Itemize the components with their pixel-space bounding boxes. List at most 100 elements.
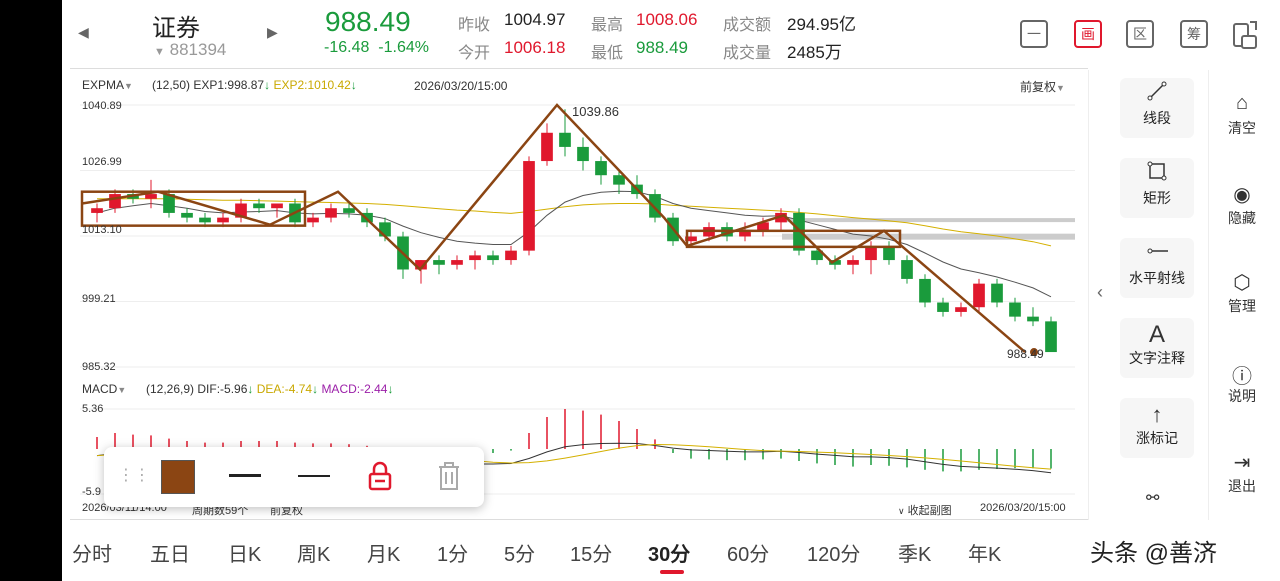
drag-handle-icon[interactable]: ⋮⋮	[118, 467, 150, 484]
drawing-style-toolbar: ⋮⋮	[104, 447, 484, 507]
tool-label: 涨标记	[1136, 430, 1178, 446]
tab-period-5min[interactable]: 5分	[504, 544, 536, 566]
candle-body	[1027, 316, 1039, 322]
candle-body	[991, 283, 1003, 303]
dropdown-icon: ▼	[154, 46, 165, 58]
change-value: -16.48	[324, 39, 370, 56]
macd-y-top: 5.36	[82, 403, 104, 415]
collapse-panel-chevron-icon[interactable]: ‹	[1097, 282, 1103, 302]
help-icon: ⓘ	[1232, 366, 1252, 388]
tool-segment[interactable]: 线段	[1120, 78, 1194, 138]
support-band	[782, 233, 1075, 240]
horizontal-ray-icon	[1120, 238, 1194, 268]
lock-icon[interactable]	[366, 461, 394, 491]
tab-period-1min[interactable]: 1分	[437, 544, 469, 566]
collapse-subchart-button[interactable]: ∨ 收起副图	[898, 502, 952, 518]
candle-body	[865, 245, 877, 261]
candle-body	[379, 222, 391, 237]
candle-body	[685, 236, 697, 242]
adjust-selector[interactable]: 前复权▼	[1020, 78, 1065, 95]
candle-body	[559, 132, 571, 147]
tab-period-120min[interactable]: 120分	[807, 544, 861, 566]
candle-body	[469, 255, 481, 261]
tool-up-marker[interactable]: ↑ 涨标记	[1120, 398, 1194, 458]
candle-body	[1045, 321, 1057, 353]
candle-body	[811, 250, 823, 261]
next-stock-arrow[interactable]: ▶	[267, 24, 278, 40]
collapse-text: 收起副图	[907, 505, 952, 517]
kline-chart-panel[interactable]: EXPMA▼ (12,50) EXP1:998.87↓ EXP2:1010.42…	[70, 68, 1088, 520]
exp1-line	[96, 190, 1052, 298]
price-change: -16.48 -1.64%	[324, 39, 429, 57]
exp2-value: EXP2:1010.42	[273, 78, 351, 92]
color-swatch-button[interactable]	[161, 460, 195, 494]
tab-period-year[interactable]: 年K	[968, 544, 1002, 566]
tab-period-30min[interactable]: 30分	[648, 544, 691, 566]
candle-body	[847, 260, 859, 265]
side-hide-button[interactable]: ◉ 隐藏	[1217, 182, 1267, 228]
candle-body	[577, 146, 589, 162]
exp2-line	[97, 198, 1052, 247]
more-tools-icon[interactable]: ⚯	[1146, 490, 1160, 507]
range-button[interactable]: 区	[1126, 20, 1154, 48]
draw-button[interactable]: 画	[1074, 20, 1102, 48]
peak-price-label: 1039.86	[572, 104, 619, 119]
stock-code[interactable]: ▼ 881394	[154, 40, 226, 60]
tool-text-annotation[interactable]: A 文字注释	[1120, 318, 1194, 378]
cycle-count: 周期数59个	[192, 505, 249, 517]
end-date: 2026/03/20/15:00	[980, 502, 1066, 514]
candle-body	[181, 212, 193, 218]
y-label-4: 999.21	[82, 293, 116, 305]
tab-period-day[interactable]: 日K	[228, 544, 262, 566]
side-label: 管理	[1228, 298, 1256, 314]
macd-value: MACD:-2.44	[321, 382, 388, 396]
indicator-params: (12,50)	[152, 78, 191, 92]
rotate-screen-icon[interactable]	[1230, 18, 1260, 50]
watermark: 头条 @善济	[1090, 540, 1218, 567]
y-label-3: 1013.10	[82, 224, 122, 236]
candle-body	[487, 255, 499, 261]
trash-icon[interactable]	[436, 461, 462, 491]
side-label: 说明	[1228, 388, 1256, 404]
candle-body	[109, 194, 121, 209]
candle-body	[919, 278, 931, 303]
drawn-rectangle	[685, 229, 902, 249]
macd-selector[interactable]: MACD▼	[82, 382, 126, 396]
side-help-button[interactable]: ⓘ 说明	[1217, 360, 1267, 406]
dea-arrow-icon: ↓	[312, 382, 319, 396]
tab-period-week[interactable]: 周K	[297, 544, 331, 566]
tool-rectangle[interactable]: 矩形	[1120, 158, 1194, 218]
indicator-selector[interactable]: EXPMA▼	[82, 78, 133, 92]
prev-stock-arrow[interactable]: ◀	[78, 24, 89, 40]
tab-period-60min[interactable]: 60分	[727, 544, 770, 566]
change-pct: -1.64%	[378, 39, 429, 56]
hexagon-settings-icon: ⬡	[1233, 272, 1251, 294]
indicator-name: EXPMA	[82, 78, 125, 92]
side-clear-button[interactable]: ⌂ 清空	[1217, 92, 1267, 138]
candle-body	[523, 161, 535, 251]
tab-period-5day[interactable]: 五日	[150, 544, 190, 566]
caret-icon: ▼	[117, 385, 127, 395]
macd-y-bottom: -5.9	[82, 486, 101, 498]
exp2-arrow-icon: ↓	[350, 78, 357, 92]
indicator-values: (12,50) EXP1:998.87↓ EXP2:1010.42↓	[152, 78, 357, 92]
kline-chart-svg[interactable]	[70, 69, 1088, 519]
prev-close-label: 昨收	[458, 17, 491, 34]
side-exit-button[interactable]: ⇥ 退出	[1217, 450, 1267, 496]
thick-line-button[interactable]	[229, 474, 261, 477]
tab-period-quarter[interactable]: 季K	[898, 544, 932, 566]
candle-body	[955, 307, 967, 312]
volume-value: 2485万	[787, 43, 842, 62]
tab-period-15min[interactable]: 15分	[570, 544, 613, 566]
candle-body	[253, 203, 265, 209]
side-manage-button[interactable]: ⬡ 管理	[1217, 270, 1267, 316]
drawn-line-endpoint	[1030, 348, 1038, 357]
tool-horizontal-ray[interactable]: 水平射线	[1120, 238, 1194, 298]
chips-button[interactable]: 筹	[1180, 20, 1208, 48]
last-price-label: 988.49	[1007, 347, 1044, 361]
tab-period-month[interactable]: 月K	[367, 544, 401, 566]
fullscreen-button[interactable]: 一	[1020, 20, 1048, 48]
thin-line-button[interactable]	[298, 475, 330, 477]
drawn-trend-line	[81, 103, 1026, 354]
tab-period-minute[interactable]: 分时	[72, 544, 112, 566]
